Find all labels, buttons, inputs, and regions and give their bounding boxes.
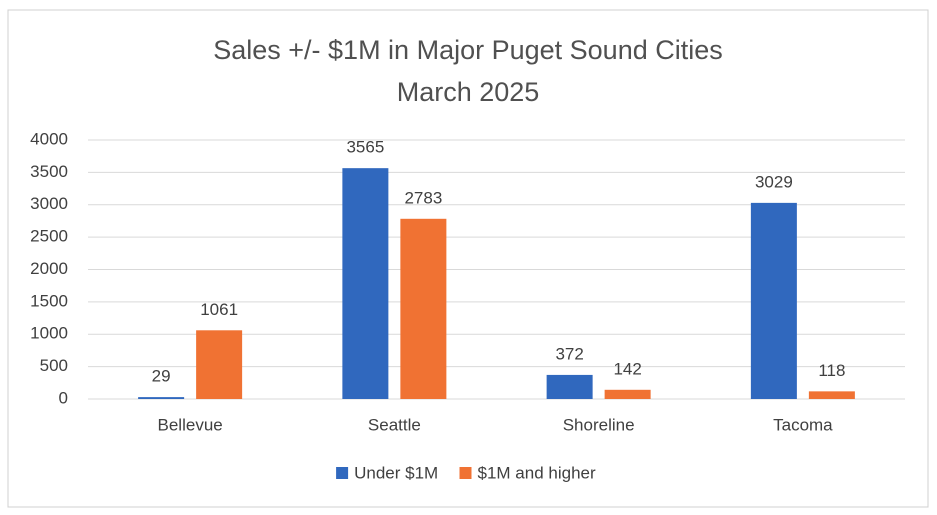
data-label: 118 [818, 361, 845, 380]
bar [750, 202, 797, 399]
x-tick-label: Seattle [368, 415, 421, 434]
bar [138, 397, 185, 399]
legend-swatch [459, 467, 472, 479]
data-label: 3029 [755, 172, 793, 191]
x-tick-label: Bellevue [158, 415, 223, 434]
y-tick-label: 1500 [30, 291, 68, 310]
chart-title: Sales +/- $1M in Major Puget Sound Citie… [213, 35, 723, 65]
legend-swatch [336, 467, 349, 479]
data-label: 142 [613, 359, 641, 378]
x-tick-label: Tacoma [773, 415, 833, 434]
data-label: 1061 [200, 300, 238, 319]
y-tick-label: 0 [59, 388, 68, 407]
y-tick-label: 1000 [30, 324, 68, 343]
y-tick-label: 2000 [30, 259, 68, 278]
data-label: 29 [152, 367, 171, 386]
legend-label: $1M and higher [478, 463, 596, 482]
y-tick-label: 3500 [30, 162, 68, 181]
bar [604, 389, 651, 399]
x-tick-label: Shoreline [563, 415, 635, 434]
bar [808, 391, 855, 399]
chart-subtitle: March 2025 [397, 77, 540, 107]
data-label: 372 [555, 344, 583, 363]
legend-label: Under $1M [354, 463, 438, 482]
y-tick-label: 500 [40, 356, 68, 375]
bar [400, 218, 447, 399]
data-label: 3565 [346, 138, 384, 157]
bar [342, 168, 389, 399]
bar [196, 330, 243, 399]
y-tick-label: 3000 [30, 194, 68, 213]
data-label: 2783 [404, 188, 442, 207]
y-tick-label: 4000 [30, 129, 68, 148]
y-tick-label: 2500 [30, 227, 68, 246]
bar [546, 374, 593, 399]
